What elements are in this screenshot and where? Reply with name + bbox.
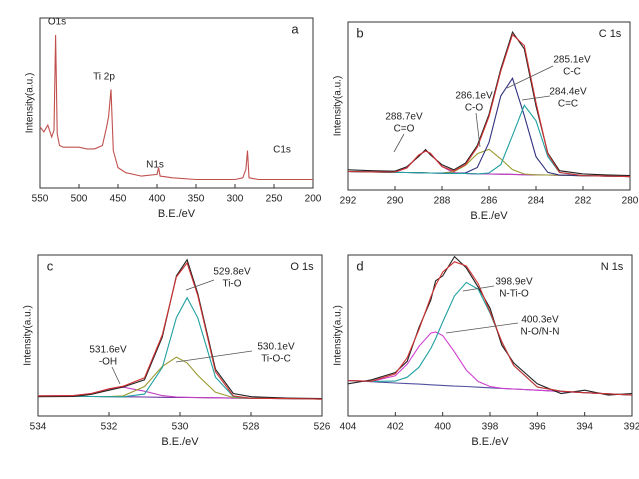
leader-line bbox=[111, 366, 121, 385]
spectrum-line bbox=[347, 261, 633, 396]
x-tick-label: 398 bbox=[482, 422, 499, 433]
y-axis-label: Intensity(a.u.) bbox=[23, 305, 34, 366]
spectrum-line bbox=[39, 34, 313, 181]
x-tick-label: 200 bbox=[305, 194, 322, 205]
x-tick-label: 396 bbox=[529, 422, 546, 433]
y-axis-label: Intensity(a.u.) bbox=[333, 76, 344, 137]
peak-annotation: N-O/N-N bbox=[521, 327, 560, 338]
peak-annotation: C-O bbox=[465, 103, 484, 114]
x-tick-label: 288 bbox=[434, 196, 451, 207]
plot-frame bbox=[37, 254, 323, 417]
x-tick-label: 290 bbox=[387, 196, 404, 207]
x-tick-label: 392 bbox=[624, 422, 639, 433]
spectrum-line bbox=[37, 261, 323, 400]
panel-label: a bbox=[291, 21, 299, 36]
plot-frame bbox=[347, 254, 633, 417]
x-tick-label: 550 bbox=[32, 194, 49, 205]
x-tick-label: 530 bbox=[172, 422, 189, 433]
peak-annotation: C-C bbox=[563, 67, 581, 78]
y-axis-label: Intensity(a.u.) bbox=[25, 73, 36, 134]
x-tick-label: 286 bbox=[481, 196, 498, 207]
peak-annotation: O1s bbox=[48, 17, 66, 28]
x-axis-label: B.E./eV bbox=[471, 436, 509, 448]
peak-annotation: Ti-O-C bbox=[261, 354, 291, 365]
x-tick-label: 532 bbox=[101, 422, 118, 433]
peak-annotation: 288.7eV bbox=[385, 112, 423, 123]
spectrum-line bbox=[347, 33, 631, 178]
peak-annotation: -OH bbox=[99, 357, 117, 368]
peak-annotation: 398.9eV bbox=[495, 277, 533, 288]
x-tick-label: 404 bbox=[340, 422, 357, 433]
peak-annotation: 529.8eV bbox=[213, 267, 251, 278]
x-tick-label: 284 bbox=[528, 196, 545, 207]
x-tick-label: 292 bbox=[340, 196, 357, 207]
peak-annotation: N-Ti-O bbox=[499, 289, 529, 300]
plot-frame bbox=[39, 17, 314, 189]
leader-line bbox=[175, 350, 253, 363]
peak-annotation: 531.6eV bbox=[89, 345, 127, 356]
peak-annotation: 285.1eV bbox=[553, 55, 591, 66]
spectrum-line bbox=[347, 331, 633, 396]
peak-annotation: N1s bbox=[146, 160, 164, 171]
panel-title: N 1s bbox=[601, 261, 624, 273]
peak-annotation: C1s bbox=[273, 145, 291, 156]
panel-title: C 1s bbox=[599, 28, 622, 40]
plot-frame bbox=[347, 21, 631, 191]
peak-annotation: C=C bbox=[558, 99, 578, 110]
x-tick-label: 400 bbox=[149, 194, 166, 205]
panel-label: c bbox=[47, 258, 54, 273]
panel-label: b bbox=[356, 25, 363, 40]
panel-title: O 1s bbox=[290, 261, 314, 273]
leader-line bbox=[445, 322, 519, 334]
x-tick-label: 400 bbox=[434, 422, 451, 433]
peak-annotation: 286.1eV bbox=[455, 91, 493, 102]
peak-annotation: 284.4eV bbox=[549, 87, 587, 98]
x-tick-label: 250 bbox=[266, 194, 283, 205]
x-tick-label: 350 bbox=[188, 194, 205, 205]
x-tick-label: 282 bbox=[575, 196, 592, 207]
leader-line bbox=[475, 112, 481, 148]
spectrum-line bbox=[347, 30, 631, 177]
x-axis-label: B.E./eV bbox=[158, 208, 196, 220]
panel-label: d bbox=[356, 258, 363, 273]
leader-line bbox=[506, 65, 554, 89]
x-tick-label: 280 bbox=[622, 196, 639, 207]
x-tick-label: 402 bbox=[387, 422, 404, 433]
x-tick-label: 450 bbox=[110, 194, 127, 205]
peak-annotation: Ti-O bbox=[222, 279, 241, 290]
spectrum-line bbox=[37, 258, 323, 400]
spectrum-line bbox=[347, 281, 633, 396]
spectrum-line bbox=[347, 255, 633, 396]
x-tick-label: 300 bbox=[227, 194, 244, 205]
x-axis-label: B.E./eV bbox=[161, 436, 199, 448]
peak-annotation: 530.1eV bbox=[257, 342, 295, 353]
x-tick-label: 528 bbox=[243, 422, 260, 433]
leader-line bbox=[462, 285, 495, 292]
peak-annotation: C=O bbox=[394, 124, 415, 135]
leader-line bbox=[393, 133, 405, 153]
peak-annotation: Ti 2p bbox=[93, 72, 115, 83]
y-axis-label: Intensity(a.u.) bbox=[333, 305, 344, 366]
x-tick-label: 394 bbox=[576, 422, 593, 433]
x-axis-label: B.E./eV bbox=[470, 210, 508, 222]
x-tick-label: 500 bbox=[71, 194, 88, 205]
x-tick-label: 534 bbox=[30, 422, 47, 433]
peak-annotation: 400.3eV bbox=[521, 315, 559, 326]
x-tick-label: 526 bbox=[314, 422, 331, 433]
leader-line bbox=[521, 95, 551, 101]
leader-line bbox=[185, 279, 215, 291]
